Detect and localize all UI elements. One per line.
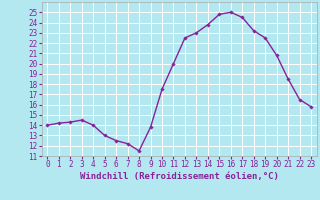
X-axis label: Windchill (Refroidissement éolien,°C): Windchill (Refroidissement éolien,°C) (80, 172, 279, 181)
